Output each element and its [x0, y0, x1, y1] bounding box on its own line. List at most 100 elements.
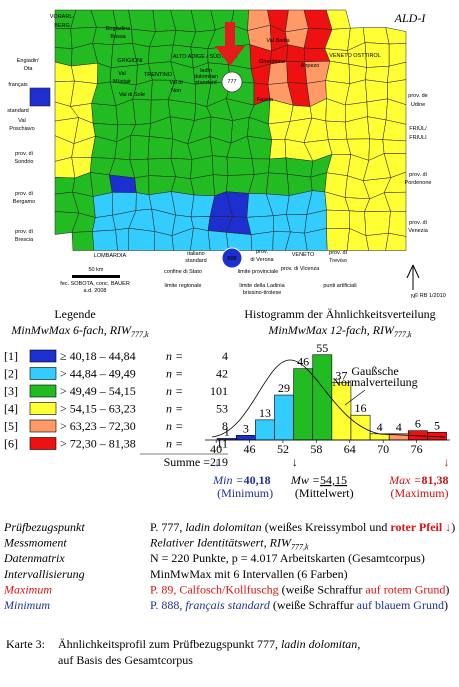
map-label: prov. di: [15, 191, 33, 197]
x-tick-label: 40: [210, 442, 222, 456]
map-cell: [285, 157, 314, 178]
histogram-bar: [293, 368, 314, 441]
legend-n-label: n =: [166, 349, 183, 363]
legend-title: Legende: [54, 307, 95, 321]
curve-label: Normalverteilung: [332, 375, 417, 389]
map-label: prov. di: [15, 151, 33, 157]
map-cell: [132, 98, 152, 125]
info-part: Relativer Identitätswert, RIW: [149, 536, 292, 550]
info-part: ): [451, 520, 455, 534]
map-cell: [269, 138, 287, 160]
map-cell: [92, 229, 118, 251]
marker-value: 81,38: [422, 473, 449, 487]
legend-range: > 44,84 – 49,49: [60, 367, 136, 381]
info-part: P. 777,: [150, 520, 185, 534]
map-cell: [147, 136, 174, 160]
bar-label: 6: [415, 417, 421, 431]
legend-key: [1]: [4, 349, 18, 363]
marker-arrow: ↓: [214, 455, 220, 469]
info-label: Datenmatrix: [3, 551, 65, 565]
legend-swatch: [29, 349, 57, 363]
info-value: P. 89, Calfosch/Kollfuschg (weiße Schraf…: [150, 582, 449, 596]
legend-range: > 54,15 – 63,23: [60, 402, 136, 416]
legend-swatch: [29, 402, 57, 415]
histogram-bar: [350, 414, 371, 441]
info-part: ): [445, 582, 449, 596]
map-label: Poschiavo: [9, 126, 34, 132]
map-label: VENETO OSTTIROL: [329, 53, 381, 59]
legend-range: ≥ 40,18 – 44,84: [60, 349, 136, 363]
info-label: Intervallisierung: [3, 567, 85, 581]
legend-key: [5]: [4, 419, 18, 433]
legend-n-label: n =: [166, 367, 183, 381]
map-label: Pordenone: [405, 180, 432, 186]
map-cell: [268, 157, 288, 175]
marker-note: (Minimum): [217, 486, 273, 500]
map-label: N: [411, 294, 415, 300]
curve-pointer: [344, 389, 366, 406]
marker-name: Mw =: [290, 473, 320, 487]
map-cell: [362, 27, 390, 45]
info-part: français standard: [185, 598, 271, 612]
legend-n-label: n =: [166, 437, 183, 451]
marker-value: 40,18: [244, 473, 271, 487]
legend-n: 11: [216, 437, 228, 451]
map-label: prov.: [256, 249, 268, 255]
x-tick-label: 64: [344, 442, 356, 456]
map-label: Engiadin': [17, 58, 39, 64]
bar-label: 37: [335, 369, 347, 383]
map-label: punti artificiali: [323, 283, 356, 289]
map-cell: [128, 227, 156, 251]
legend-swatch: [29, 384, 57, 398]
caption-text: Ähnlichkeitsprofil zum Prüfbezugspunkt 7…: [58, 637, 281, 651]
bar-label: 13: [259, 406, 271, 420]
marker-name: Min =: [212, 473, 243, 487]
legend-n-label: n =: [166, 402, 183, 416]
legend-subtitle-sub: 777,k: [131, 330, 149, 339]
map-label: Val: [118, 71, 126, 77]
map-cell: [71, 231, 95, 251]
legend: [1] ≥ 40,18 – 44,84 n = 4 [2] > 44,84 – 49,49…: [4, 349, 228, 455]
x-tick-label: 76: [411, 442, 423, 456]
map-label: standard: [7, 108, 28, 114]
map-label: Non: [171, 88, 181, 94]
histogram-bar: [255, 419, 275, 441]
info-block: Prüfbezugspunkt P. 777, ladin dolomitan (…: [3, 520, 455, 612]
info-part: ladin dolomitan: [185, 520, 261, 534]
map-cell: [91, 103, 118, 126]
legend-sum: Summe =219: [164, 455, 228, 469]
map-label: 50 km: [89, 267, 104, 273]
map-label: Sondrio: [15, 159, 34, 165]
map-cell: [385, 232, 407, 251]
map-cell: [251, 158, 271, 175]
legend-n-label: n =: [166, 384, 183, 398]
legend-n: 8: [222, 419, 228, 433]
bar-label: 29: [278, 381, 290, 395]
map-label: GRIGIONI: [117, 58, 143, 64]
legend-n: 101: [210, 384, 228, 398]
map-cell: [265, 172, 290, 196]
map-cell: [246, 215, 274, 235]
map-label: 777: [227, 79, 236, 85]
info-value: P. 777, ladin dolomitan (weißes Kreissym…: [150, 520, 455, 534]
caption-text: ladin dolomitan: [281, 637, 357, 651]
marker-name: Max =: [388, 473, 421, 487]
marker-label: Max =81,38: [388, 473, 448, 487]
map-cell: [92, 192, 113, 218]
bar-label: 4: [396, 420, 402, 434]
map-label: Udine: [411, 102, 425, 108]
bar-label: 55: [316, 341, 328, 355]
info-part: (weiße Schraffur: [279, 582, 366, 596]
map-label: Val di Sole: [119, 92, 145, 98]
map-label: prov. di: [409, 220, 427, 226]
legend-range: > 63,23 – 72,30: [60, 419, 136, 433]
legend-n-label: n =: [166, 419, 183, 433]
map-label: italiano: [187, 251, 204, 257]
x-tick-label: 52: [277, 442, 289, 456]
legend-key: [3]: [4, 384, 18, 398]
bar-label: 46: [297, 355, 309, 369]
info-part: roter Pfeil ↓: [390, 520, 451, 534]
map-label: dolomitan: [194, 74, 218, 80]
info-value: N = 220 Punkte, p = 4.017 Arbeitskarten …: [150, 551, 425, 565]
map-label: BERG: [54, 23, 70, 29]
